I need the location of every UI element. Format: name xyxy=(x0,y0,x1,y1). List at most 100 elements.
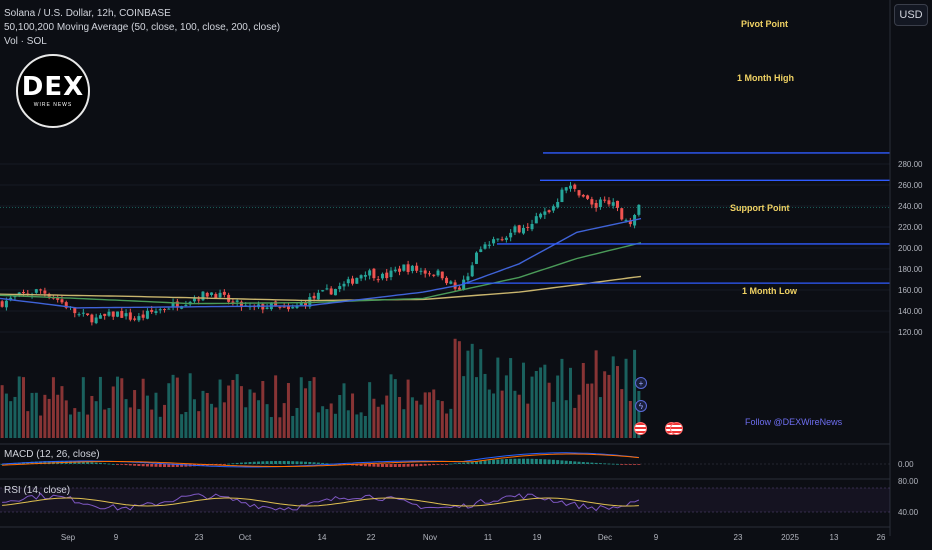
candle-body xyxy=(124,313,128,317)
macd-histogram-bar xyxy=(624,464,628,465)
volume-bar xyxy=(308,380,312,438)
candle-body xyxy=(64,302,68,308)
volume-bar xyxy=(244,407,248,438)
volume-bar xyxy=(329,403,333,438)
macd-histogram-bar xyxy=(457,462,461,464)
volume-bar xyxy=(440,401,444,438)
candle-body xyxy=(175,301,179,308)
candle-body xyxy=(86,313,90,315)
candle-body xyxy=(141,314,145,318)
macd-histogram-bar xyxy=(406,464,410,467)
lightning-icon[interactable]: ϟ xyxy=(635,400,647,412)
volume-bar xyxy=(363,416,367,438)
legend-ma: 50,100,200 Moving Average (50, close, 10… xyxy=(4,22,281,33)
candle-body xyxy=(192,298,196,302)
candle-body xyxy=(197,299,201,301)
volume-bar xyxy=(564,400,568,438)
volume-bar xyxy=(521,362,525,438)
x-tick-label: 23 xyxy=(734,533,743,542)
macd-histogram-bar xyxy=(325,463,329,465)
volume-bar xyxy=(167,383,171,438)
volume-bar xyxy=(611,356,615,438)
candle-body xyxy=(312,295,316,299)
currency-button[interactable]: USD xyxy=(894,4,928,26)
candle-body xyxy=(380,273,384,279)
candle-body xyxy=(325,288,329,290)
macd-histogram-bar xyxy=(483,460,487,464)
legend-vol: Vol · SOL xyxy=(4,36,47,47)
candle-body xyxy=(564,187,568,191)
volume-bar xyxy=(51,377,55,438)
y-tick-label: 200.00 xyxy=(898,244,923,253)
candle-body xyxy=(355,277,359,284)
candle-body xyxy=(81,312,85,314)
macd-histogram-bar xyxy=(175,464,179,467)
volume-bar xyxy=(624,358,628,438)
candle-body xyxy=(116,311,120,317)
volume-bar xyxy=(274,375,278,438)
macd-histogram-bar xyxy=(504,459,508,464)
volume-bar xyxy=(581,362,585,438)
x-tick-label: 22 xyxy=(367,533,376,542)
candle-body xyxy=(598,199,602,208)
candle-body xyxy=(222,291,226,295)
candle-body xyxy=(496,238,500,240)
volume-bar xyxy=(278,417,282,438)
macd-histogram-bar xyxy=(86,462,90,464)
volume-bar xyxy=(116,376,120,438)
candle-body xyxy=(150,309,154,312)
macd-histogram-bar xyxy=(509,458,513,464)
candle-body xyxy=(239,301,243,308)
volume-bar xyxy=(466,350,470,438)
us-flag-icon[interactable] xyxy=(670,422,683,435)
volume-bar xyxy=(282,403,286,438)
macd-histogram-bar xyxy=(637,464,641,465)
volume-bar xyxy=(77,411,81,438)
candle-body xyxy=(504,237,508,240)
volume-bar xyxy=(94,401,98,438)
macd-histogram-bar xyxy=(633,464,637,465)
candle-body xyxy=(427,273,431,275)
volume-bar xyxy=(154,392,158,438)
rsi-band xyxy=(0,488,890,512)
volume-bar xyxy=(603,371,607,438)
volume-bar xyxy=(26,411,30,438)
candle-body xyxy=(624,220,628,222)
candle-body xyxy=(436,270,440,276)
candle-body xyxy=(543,211,547,215)
macd-histogram-bar xyxy=(257,461,261,464)
candle-body xyxy=(415,265,419,271)
y-tick-label: 240.00 xyxy=(898,202,923,211)
candle-body xyxy=(282,306,286,308)
macd-histogram-bar xyxy=(124,464,128,466)
macd-signal-line xyxy=(2,453,639,467)
macd-histogram-bar xyxy=(359,464,363,466)
volume-bar xyxy=(124,399,128,438)
volume-bar xyxy=(406,379,410,438)
macd-histogram-bar xyxy=(577,461,581,464)
macd-histogram-bar xyxy=(163,464,167,467)
candle-body xyxy=(17,292,21,295)
macd-histogram-bar xyxy=(440,464,444,465)
volume-bar xyxy=(252,392,256,438)
volume-bar xyxy=(120,378,124,438)
volume-bar xyxy=(380,404,384,438)
candle-body xyxy=(487,244,491,246)
candle-body xyxy=(77,314,81,316)
volume-bar xyxy=(526,403,530,438)
us-flag-icon[interactable] xyxy=(634,422,647,435)
macd-histogram-bar xyxy=(445,464,449,465)
plus-icon[interactable]: + xyxy=(635,377,647,389)
volume-bar xyxy=(64,400,68,438)
volume-bar xyxy=(427,392,431,438)
volume-bar xyxy=(235,374,239,438)
y-tick-label: 260.00 xyxy=(898,181,923,190)
macd-histogram-bar xyxy=(586,462,590,464)
macd-histogram-bar xyxy=(402,464,406,467)
macd-histogram-bar xyxy=(500,459,504,464)
volume-bar xyxy=(445,413,449,438)
macd-histogram-bar xyxy=(312,462,316,464)
candle-body xyxy=(594,203,598,208)
candle-body xyxy=(368,270,372,276)
